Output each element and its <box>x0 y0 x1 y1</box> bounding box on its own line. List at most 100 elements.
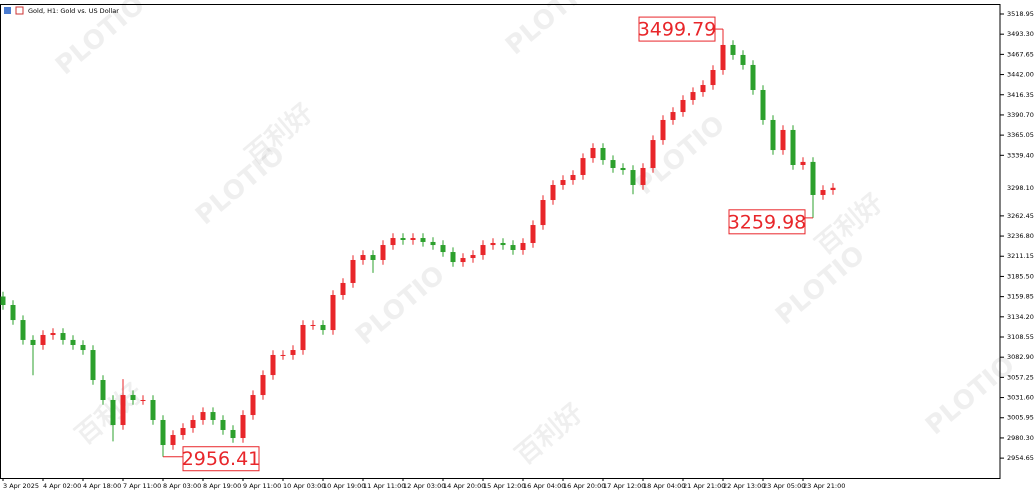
y-tick-label: 3262.45 <box>1007 212 1034 220</box>
candle-body <box>220 419 226 430</box>
annotation-box <box>728 209 806 235</box>
candle-body <box>510 245 516 250</box>
candle-body <box>430 241 436 246</box>
y-tick-label: 3211.15 <box>1007 252 1034 260</box>
y-tick-label: 3031.60 <box>1007 394 1034 402</box>
y-tick-label: 2980.30 <box>1007 434 1034 442</box>
candle-body <box>140 399 146 401</box>
watermark: PLOTIO <box>920 350 1021 441</box>
candle-body <box>810 161 816 195</box>
candle-body <box>290 350 296 355</box>
candle-body <box>670 112 676 120</box>
x-tick-label: 9 Apr 11:00 <box>243 482 281 490</box>
candle-body <box>780 129 786 151</box>
candle-body <box>740 54 746 65</box>
candle-body <box>20 320 26 340</box>
x-tick-label: 21 Apr 21:00 <box>683 482 725 490</box>
menu-icon[interactable] <box>4 7 11 14</box>
candle-body <box>160 419 166 446</box>
y-tick-label: 3493.30 <box>1007 30 1034 38</box>
candle-body <box>470 255 476 259</box>
candle-body <box>300 324 306 351</box>
candle-body <box>540 200 546 226</box>
x-tick-label: 4 Apr 02:00 <box>43 482 81 490</box>
candle-body <box>710 69 716 86</box>
watermark: PLOTIO <box>350 260 451 351</box>
candle-body <box>650 140 656 168</box>
x-tick-label: 8 Apr 19:00 <box>203 482 241 490</box>
x-tick-label: 10 Apr 03:00 <box>283 482 325 490</box>
candle-body <box>370 255 376 260</box>
candle-body <box>520 242 526 250</box>
watermark: 百利好 <box>510 398 589 471</box>
x-tick-label: 22 Apr 13:00 <box>723 482 765 490</box>
x-tick-label: 10 Apr 19:00 <box>323 482 365 490</box>
candle-body <box>770 119 776 151</box>
chart-title: Gold, H1: Gold vs. US Dollar <box>28 7 119 15</box>
candle-body <box>380 245 386 260</box>
candle-body <box>180 428 186 436</box>
x-tick-label: 17 Apr 12:00 <box>603 482 645 490</box>
candle-body <box>830 187 836 191</box>
candle-body <box>360 255 366 260</box>
candle-body <box>340 282 346 296</box>
candle-body <box>70 339 76 345</box>
candle-body <box>410 238 416 240</box>
y-tick-label: 3108.55 <box>1007 333 1034 341</box>
candle-body <box>820 190 826 195</box>
y-tick-label: 2954.65 <box>1007 454 1034 462</box>
y-tick-label: 3518.95 <box>1007 10 1034 18</box>
candle-body <box>570 174 576 181</box>
y-tick-label: 3236.80 <box>1007 232 1034 240</box>
x-tick-label: 3 Apr 2025 <box>3 482 39 490</box>
candle-body <box>550 184 556 201</box>
candle-body <box>10 305 16 321</box>
y-tick-label: 3159.85 <box>1007 293 1034 301</box>
annotation-label: 3259.98 <box>728 211 807 233</box>
y-tick-label: 3005.95 <box>1007 414 1034 422</box>
x-tick-label: 7 Apr 11:00 <box>123 482 161 490</box>
chart-icon[interactable] <box>15 6 24 15</box>
candle-body <box>40 334 46 345</box>
annotation-leader <box>163 456 184 459</box>
y-tick-label: 3442.00 <box>1007 71 1034 79</box>
y-tick-label: 3365.05 <box>1007 131 1034 139</box>
candle-body <box>110 399 116 426</box>
candle-body <box>640 167 646 185</box>
watermark: PLOTIO <box>190 140 291 231</box>
annotation-label: 2956.41 <box>182 448 261 470</box>
candle-body <box>730 44 736 55</box>
candle-body <box>480 245 486 256</box>
watermark: 百利好 <box>70 378 149 451</box>
candle-body <box>150 399 156 420</box>
x-tick-label: 11 Apr 11:00 <box>363 482 405 490</box>
last-price-label: 3298.10 <box>1007 184 1034 192</box>
candle-body <box>630 170 636 185</box>
candle-body <box>590 147 596 159</box>
y-tick-label: 3416.35 <box>1007 91 1034 99</box>
candle-body <box>30 339 36 345</box>
candle-body <box>270 354 276 376</box>
candle-body <box>610 160 616 168</box>
candle-body <box>580 158 586 175</box>
candle-body <box>100 380 106 400</box>
candle-body <box>250 395 256 416</box>
candle-body <box>280 354 286 356</box>
watermark: PLOTIO <box>630 110 731 201</box>
x-tick-label: 23 Apr 21:00 <box>803 482 845 490</box>
candle-body <box>90 350 96 381</box>
candle-body <box>310 324 316 326</box>
candle-body <box>320 324 326 331</box>
candle-body <box>760 89 766 120</box>
candle-body <box>420 238 426 242</box>
candle-body <box>60 333 66 340</box>
y-tick-label: 3339.40 <box>1007 151 1034 159</box>
watermark: PLOTIO <box>770 240 871 331</box>
candle-body <box>600 147 606 161</box>
plot-frame <box>0 4 1001 479</box>
candle-body <box>210 412 216 420</box>
candle-body <box>750 64 756 90</box>
x-tick-label: 8 Apr 03:00 <box>163 482 201 490</box>
candle-body <box>490 242 496 246</box>
